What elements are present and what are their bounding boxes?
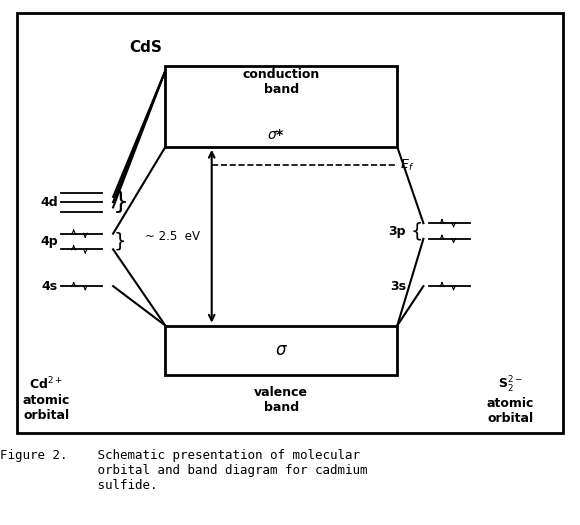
Text: {: { (411, 222, 423, 240)
Text: }: } (113, 232, 126, 251)
Text: ~ 2.5  eV: ~ 2.5 eV (145, 230, 200, 243)
Text: CdS: CdS (129, 40, 162, 55)
Text: }: } (113, 190, 129, 214)
Text: 4s: 4s (42, 280, 58, 292)
Bar (17, 13, 563, 433)
Text: valence
band: valence band (254, 386, 309, 414)
Text: $\sigma$*: $\sigma$* (267, 128, 284, 142)
Text: conduction
band: conduction band (242, 68, 320, 96)
Text: Cd$^{2+}$
atomic
orbital: Cd$^{2+}$ atomic orbital (23, 375, 70, 422)
Bar (165, 326, 397, 375)
Text: Figure 2.    Schematic presentation of molecular
             orbital and band d: Figure 2. Schematic presentation of mole… (0, 449, 368, 492)
Text: 4p: 4p (41, 235, 58, 248)
Text: 4d: 4d (41, 196, 58, 208)
Text: 3s: 3s (390, 280, 406, 292)
Text: $\sigma$: $\sigma$ (275, 341, 288, 360)
Text: S$_2^{2-}$
atomic
orbital: S$_2^{2-}$ atomic orbital (487, 375, 534, 425)
Text: 3p: 3p (389, 225, 406, 237)
Text: E$_f$: E$_f$ (400, 158, 414, 173)
Bar (165, 66, 397, 147)
